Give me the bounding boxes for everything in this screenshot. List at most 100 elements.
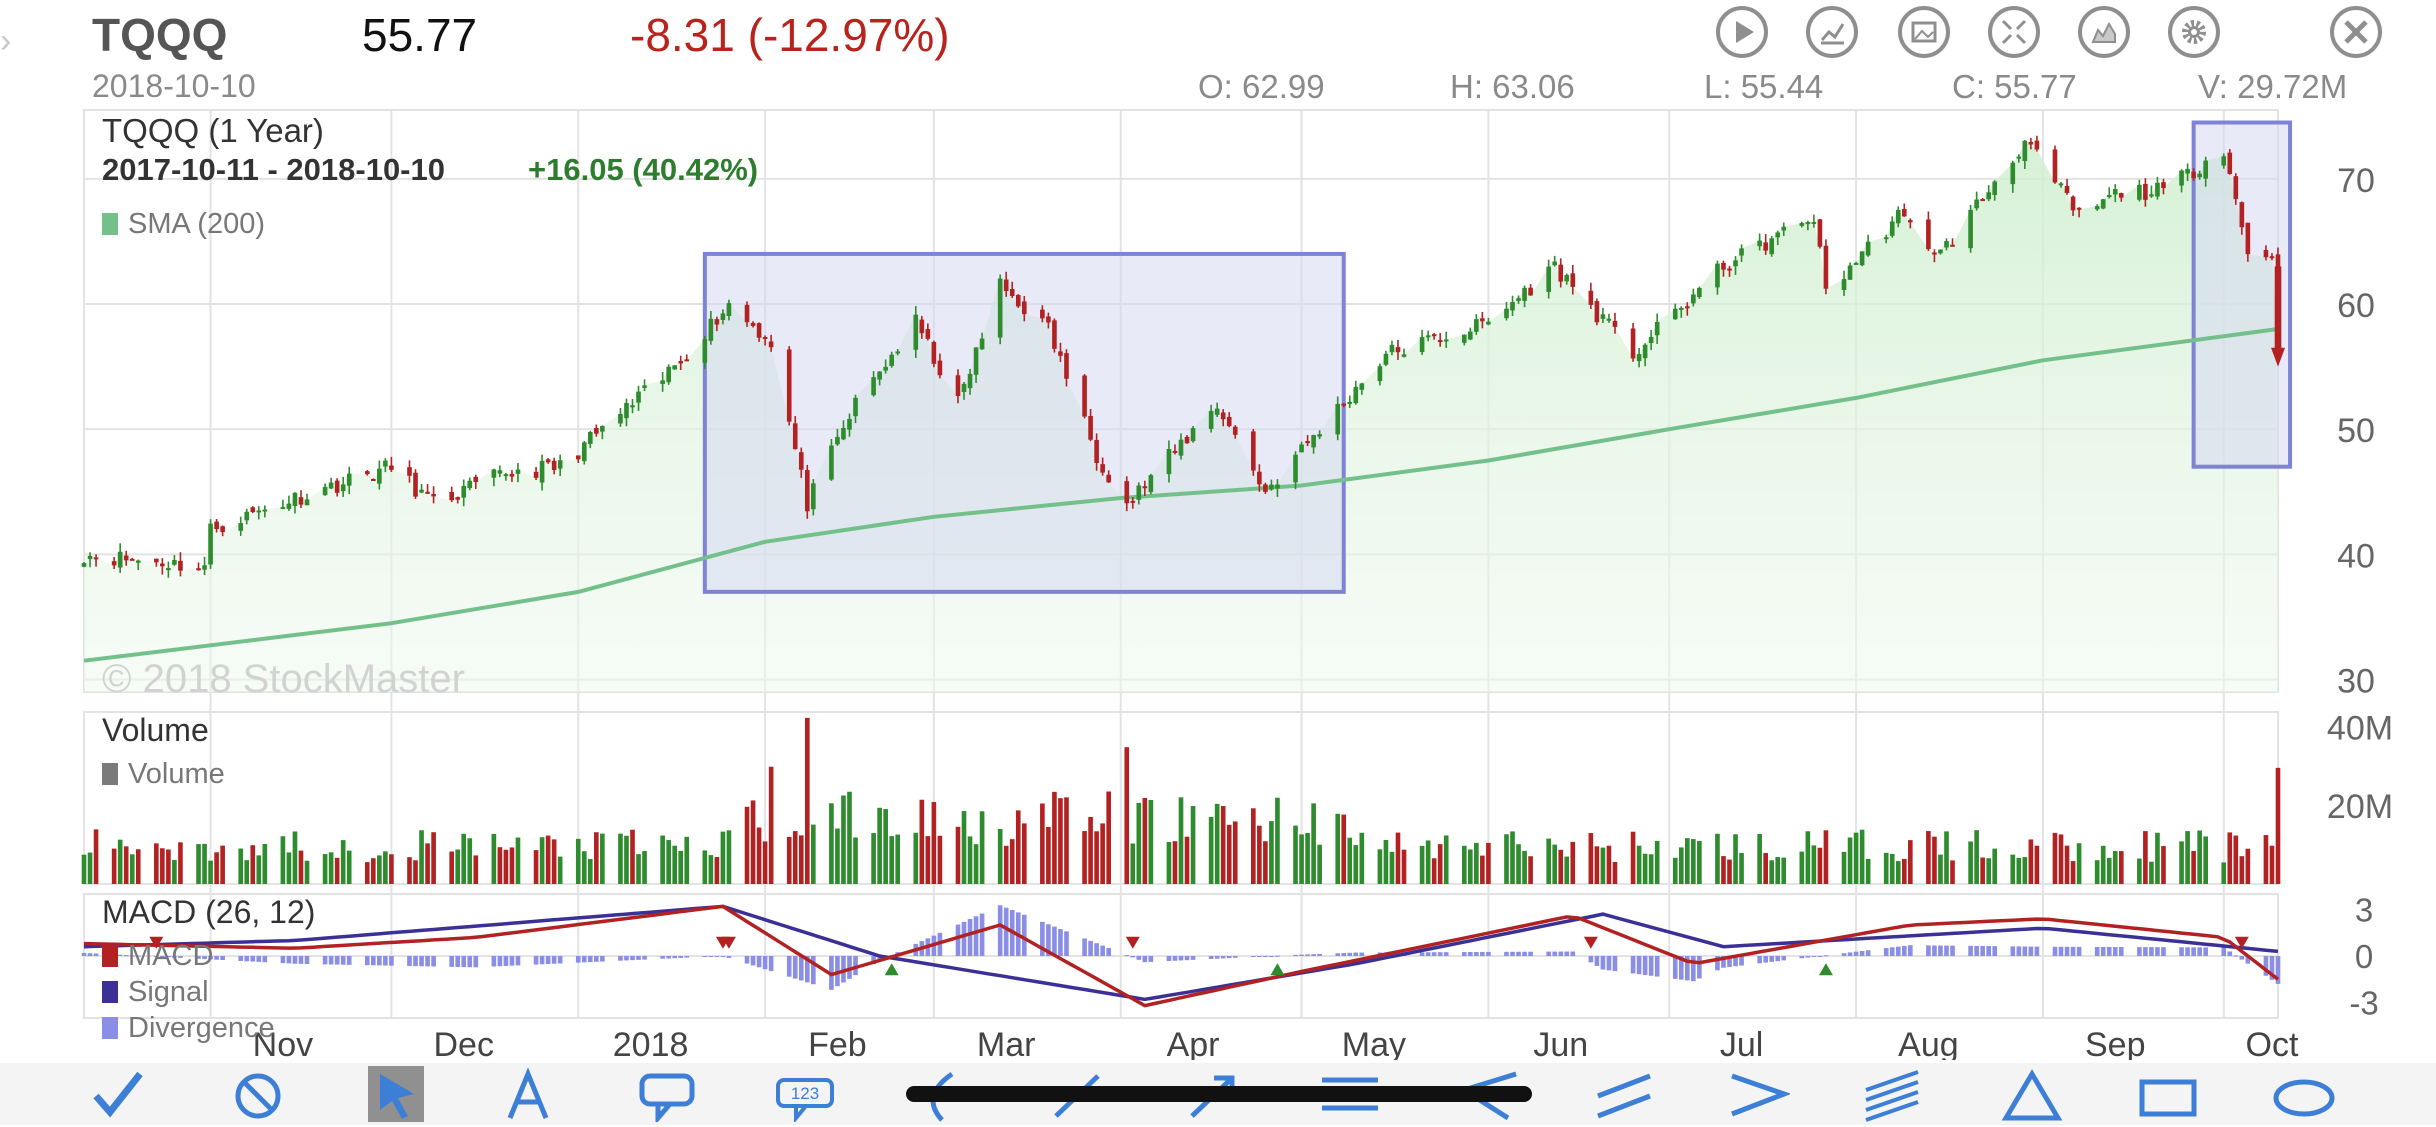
volume-bar (581, 851, 587, 884)
volume-bar (1968, 841, 1973, 884)
divergence-bar (1968, 945, 1973, 956)
candle-body (407, 467, 412, 476)
divergence-bar (154, 956, 159, 957)
candle-body (1040, 309, 1045, 319)
candle-body (811, 483, 816, 510)
volume-bar (1480, 855, 1485, 884)
volume-bar (756, 827, 762, 884)
volume-bar (1058, 798, 1063, 884)
divergence-bar (244, 956, 250, 962)
candle-body (383, 460, 388, 467)
candle-body (1124, 481, 1130, 504)
candle-body (123, 555, 129, 561)
candle-body (2179, 170, 2184, 186)
candle-body (346, 473, 352, 486)
volume-bar (166, 849, 171, 884)
volume-bar (545, 835, 551, 884)
multi-lines-icon[interactable] (1860, 1066, 1924, 1122)
chevron-right-icon[interactable]: › (0, 22, 12, 60)
divergence-bar (533, 956, 539, 965)
divergence-bar (1220, 956, 1226, 959)
play-icon[interactable] (1716, 6, 1768, 58)
volume-bar (334, 857, 340, 884)
volume-bar (2064, 845, 2070, 884)
line-chart-icon[interactable] (1806, 6, 1858, 58)
volume-bar (768, 766, 774, 884)
divergence-bar (1142, 956, 1148, 963)
mountain-chart-icon[interactable] (2078, 6, 2130, 58)
triangle-icon[interactable] (2000, 1066, 2064, 1122)
volume-bar (503, 849, 509, 884)
volume-bar (1775, 857, 1781, 884)
divergence-bar (1148, 956, 1154, 962)
candle-body (672, 365, 678, 370)
candle-body (2143, 183, 2148, 200)
volume-bar (1944, 831, 1949, 884)
volume-bar (280, 836, 286, 884)
divergence-bar (1461, 952, 1467, 956)
candle-body (1769, 238, 1775, 255)
parallel-lines-icon[interactable] (1592, 1066, 1656, 1122)
volume-bar (497, 847, 503, 884)
divergence-bar (286, 956, 292, 964)
divergence-bar (202, 956, 207, 960)
price-tick-label: 50 (2337, 412, 2375, 450)
close-icon[interactable] (2330, 6, 2382, 58)
annotation-rectangle-2[interactable] (2191, 120, 2293, 469)
candle-body (600, 426, 605, 432)
collapse-icon[interactable] (1988, 6, 2040, 58)
divergence-bar (2149, 947, 2154, 956)
gear-icon[interactable] (2168, 6, 2220, 58)
volume-bar (557, 856, 563, 884)
divergence-bar (123, 955, 129, 957)
volume-bar (883, 809, 888, 884)
divergence-bar (461, 956, 467, 968)
x-tick-label: Oct (2246, 1026, 2299, 1060)
sell-marker (1125, 936, 1140, 949)
volume-bar (1908, 840, 1913, 884)
volume-bar (2100, 845, 2106, 884)
x-tick-label: May (1342, 1026, 1406, 1060)
volume-bar (1232, 821, 1238, 884)
divergence-bar (1974, 945, 1979, 956)
candle-body (2269, 256, 2275, 259)
cancel-icon[interactable] (230, 1066, 290, 1122)
candle-body (630, 405, 635, 408)
candle-body (1064, 353, 1069, 379)
candle-body (1311, 435, 1316, 448)
macd-line (83, 904, 2280, 1008)
volume-bar (1443, 835, 1449, 884)
divergence-bar (545, 956, 551, 964)
candle-body (1058, 351, 1063, 356)
image-icon[interactable] (1898, 6, 1950, 58)
volume-bar (1208, 816, 1214, 884)
divergence-bar (2028, 946, 2034, 956)
number-label-icon[interactable]: 123 (774, 1076, 838, 1122)
rectangle-icon[interactable] (2136, 1066, 2200, 1122)
annotation-layer[interactable] (702, 120, 2293, 594)
volume-bar (2094, 860, 2100, 884)
text-icon[interactable] (500, 1066, 560, 1122)
candle-body (979, 338, 985, 350)
candle-body (1721, 262, 1726, 270)
channel-icon[interactable] (1726, 1066, 1790, 1122)
divergence-bar (1823, 955, 1829, 957)
candle-body (1106, 474, 1111, 483)
volume-bar (1986, 858, 1991, 884)
candle-body (1594, 301, 1600, 323)
volume-bar (1757, 834, 1762, 884)
callout-icon[interactable] (636, 1066, 700, 1122)
volume-bar (853, 837, 858, 884)
candle-body (2197, 173, 2202, 178)
candle-body (2016, 156, 2022, 159)
volume-bar (1859, 829, 1865, 884)
divergence-bar (997, 905, 1003, 956)
divergence-bar (786, 956, 792, 977)
volume-bar (1040, 803, 1045, 884)
divergence-bar (117, 954, 123, 956)
ellipse-icon[interactable] (2272, 1066, 2336, 1122)
checkmark-icon[interactable] (88, 1066, 148, 1122)
candle-body (1317, 434, 1322, 437)
pointer-tool-button[interactable] (368, 1066, 424, 1122)
